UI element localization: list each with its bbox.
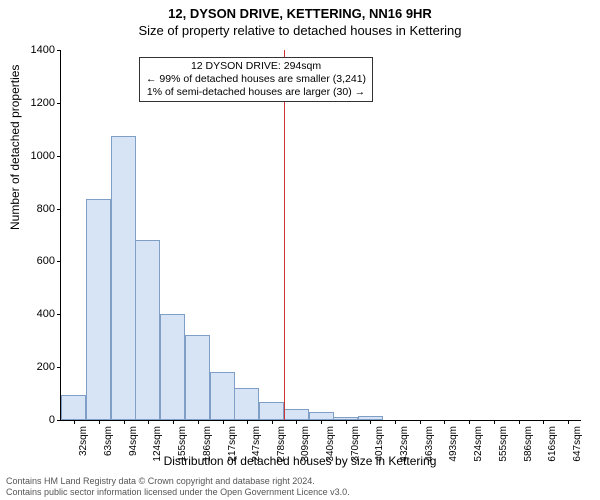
x-tick-mark	[247, 420, 248, 424]
x-tick-mark	[519, 420, 520, 424]
x-tick-mark	[444, 420, 445, 424]
x-axis-label: Distribution of detached houses by size …	[0, 454, 600, 468]
y-tick-mark	[57, 209, 61, 210]
histogram-bar	[234, 388, 259, 420]
x-tick-label: 94sqm	[128, 426, 139, 456]
title-subtitle: Size of property relative to detached ho…	[0, 21, 600, 38]
x-tick-label: 32sqm	[78, 426, 89, 456]
y-tick-label: 1000	[31, 150, 55, 162]
y-tick-label: 600	[37, 255, 55, 267]
y-axis-label: Number of detached properties	[8, 65, 22, 230]
x-tick-label: 63sqm	[103, 426, 114, 456]
y-tick-label: 0	[49, 414, 55, 426]
x-tick-mark	[99, 420, 100, 424]
x-tick-mark	[74, 420, 75, 424]
x-tick-mark	[124, 420, 125, 424]
footer-line-1: Contains HM Land Registry data © Crown c…	[6, 476, 600, 487]
histogram-bar	[86, 199, 111, 420]
x-tick-mark	[198, 420, 199, 424]
y-tick-mark	[57, 103, 61, 104]
histogram-bar	[111, 136, 136, 420]
histogram-bar	[61, 395, 86, 420]
histogram-bar	[333, 417, 358, 420]
x-tick-mark	[148, 420, 149, 424]
y-tick-mark	[57, 314, 61, 315]
x-tick-mark	[469, 420, 470, 424]
x-tick-mark	[543, 420, 544, 424]
histogram-bar	[259, 402, 284, 421]
y-tick-label: 800	[37, 203, 55, 215]
histogram-bar	[284, 409, 309, 420]
y-tick-label: 1200	[31, 97, 55, 109]
x-tick-mark	[296, 420, 297, 424]
x-tick-mark	[395, 420, 396, 424]
title-address: 12, DYSON DRIVE, KETTERING, NN16 9HR	[0, 0, 600, 21]
y-tick-label: 200	[37, 361, 55, 373]
plot-area: 020040060080010001200140032sqm63sqm94sqm…	[60, 50, 581, 421]
y-tick-label: 400	[37, 308, 55, 320]
x-tick-mark	[173, 420, 174, 424]
histogram-bar	[160, 314, 185, 420]
x-tick-mark	[420, 420, 421, 424]
x-tick-mark	[494, 420, 495, 424]
x-tick-mark	[370, 420, 371, 424]
info-box: 12 DYSON DRIVE: 294sqm← 99% of detached …	[139, 57, 373, 102]
histogram-bar	[185, 335, 210, 420]
info-box-line-3: 1% of semi-detached houses are larger (3…	[146, 86, 366, 99]
x-tick-mark	[346, 420, 347, 424]
chart-container: 12, DYSON DRIVE, KETTERING, NN16 9HR Siz…	[0, 0, 600, 500]
y-tick-mark	[57, 261, 61, 262]
x-tick-mark	[321, 420, 322, 424]
y-tick-mark	[57, 420, 61, 421]
histogram-bar	[210, 372, 235, 420]
y-tick-mark	[57, 156, 61, 157]
y-tick-label: 1400	[31, 44, 55, 56]
info-box-line-2: ← 99% of detached houses are smaller (3,…	[146, 73, 366, 86]
x-tick-mark	[223, 420, 224, 424]
info-box-line-1: 12 DYSON DRIVE: 294sqm	[146, 60, 366, 73]
x-tick-mark	[568, 420, 569, 424]
y-tick-mark	[57, 50, 61, 51]
marker-line	[284, 50, 285, 420]
footer-line-2: Contains public sector information licen…	[6, 487, 600, 498]
x-tick-mark	[272, 420, 273, 424]
attribution-footer: Contains HM Land Registry data © Crown c…	[0, 476, 600, 498]
y-tick-mark	[57, 367, 61, 368]
histogram-bar	[309, 412, 334, 420]
histogram-bar	[358, 416, 383, 420]
histogram-bar	[135, 240, 160, 420]
